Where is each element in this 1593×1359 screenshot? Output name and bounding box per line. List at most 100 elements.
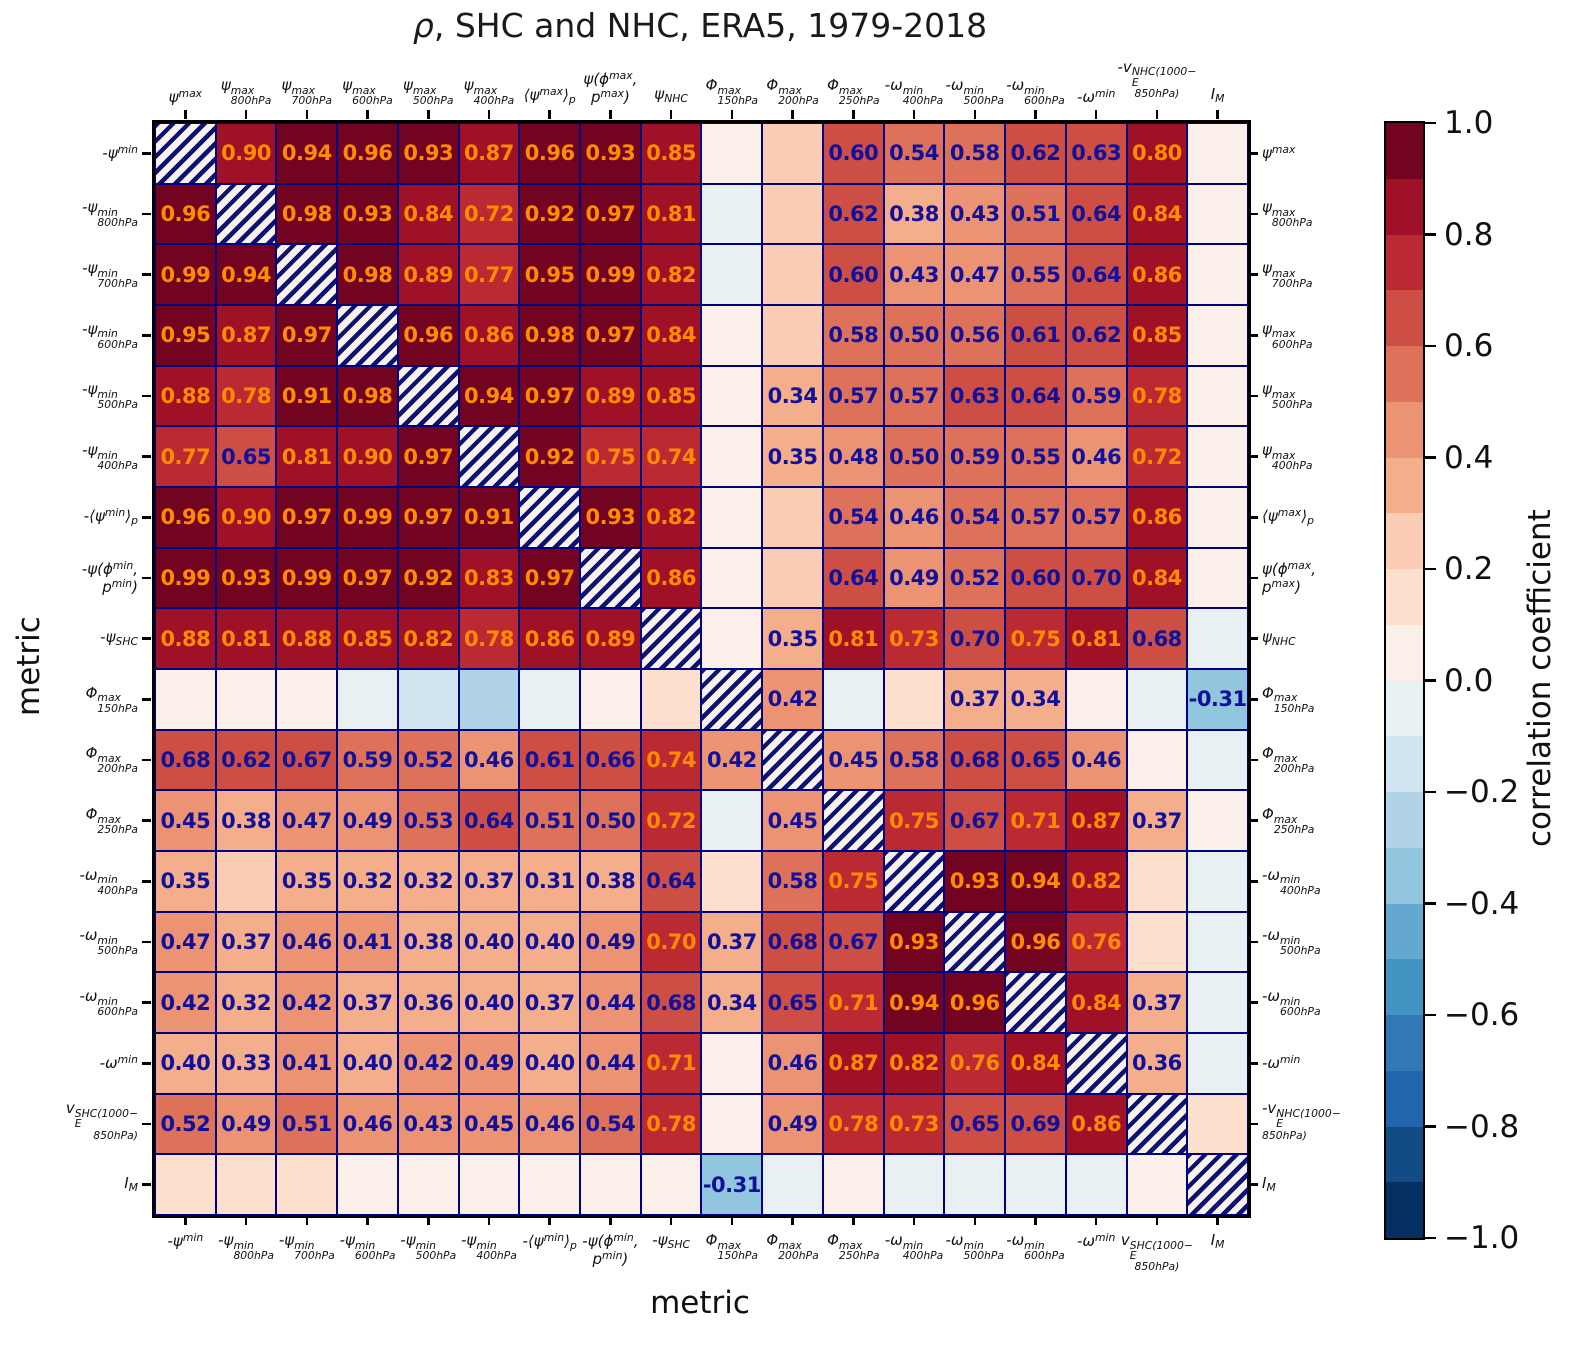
colorbar-band — [1386, 234, 1423, 291]
heatmap-cell: 0.75 — [822, 851, 884, 912]
heatmap-cell: 0.37 — [701, 911, 763, 973]
heatmap-cell-diagonal-hatched — [944, 911, 1006, 973]
heatmap-cell — [1187, 972, 1248, 1033]
axis-tick-mark — [791, 1216, 794, 1225]
heatmap-cell-diagonal-hatched — [397, 365, 459, 427]
axis-tick-mark — [1034, 1216, 1037, 1225]
heatmap-cell: 0.71 — [822, 972, 884, 1033]
heatmap-cell: 0.62 — [1005, 123, 1066, 184]
heatmap-cell: 0.33 — [215, 1033, 277, 1094]
heatmap-cell: 0.57 — [1005, 487, 1066, 548]
heatmap-cell: 0.70 — [944, 608, 1006, 669]
heatmap-cell: 0.42 — [762, 669, 823, 730]
axis-tick-mark — [427, 110, 430, 119]
heatmap-cell: 0.42 — [701, 729, 763, 791]
y-right-tick-label: ψ max 700hPa — [1262, 259, 1313, 291]
axis-tick-mark — [142, 1122, 151, 1126]
colorbar-band — [1386, 346, 1423, 402]
heatmap-cell: 0.53 — [397, 790, 459, 851]
heatmap-cell: 0.78 — [215, 365, 277, 427]
x-bottom-tick-label: v SHC(1000− E 850hPa) — [1120, 1231, 1193, 1274]
heatmap-cell — [1187, 244, 1248, 305]
axis-tick-mark — [669, 110, 673, 119]
axis-tick-mark — [1425, 344, 1436, 348]
heatmap-cell: 0.61 — [519, 729, 581, 791]
heatmap-cell — [1065, 1154, 1127, 1215]
axis-tick-mark — [1249, 334, 1258, 337]
heatmap-cell: 0.87 — [822, 1033, 884, 1094]
heatmap-cell: 0.88 — [276, 608, 338, 669]
heatmap-cell — [1187, 547, 1248, 609]
heatmap-cell: 0.96 — [944, 972, 1006, 1033]
title-text: , SHC and NHC, ERA5, 1979-2018 — [433, 6, 988, 45]
x-top-tick-label: -ω min 500hPa — [945, 75, 1005, 107]
heatmap-cell: 0.74 — [640, 729, 702, 791]
y-left-tick-label: IM — [124, 1173, 138, 1195]
axis-tick-mark — [1249, 880, 1258, 883]
heatmap-cell — [701, 851, 763, 912]
heatmap-cell: 0.46 — [762, 1033, 823, 1094]
heatmap-cell — [701, 123, 763, 184]
heatmap-cell — [1187, 426, 1248, 487]
axis-tick-mark — [142, 1001, 151, 1004]
heatmap-cell: 0.93 — [397, 123, 459, 184]
heatmap-cell: 0.71 — [1005, 790, 1066, 851]
heatmap-cell: 0.56 — [944, 305, 1006, 366]
x-bottom-tick-label: -ψ min 500hPa — [400, 1231, 457, 1263]
axis-tick-mark — [142, 334, 151, 337]
heatmap-cell: 0.47 — [276, 790, 338, 851]
heatmap-cell-diagonal-hatched — [1126, 1093, 1188, 1155]
axis-tick-mark — [1155, 110, 1159, 119]
heatmap-cell: 0.37 — [1126, 972, 1188, 1033]
heatmap-cell: 0.93 — [580, 123, 641, 184]
heatmap-cell: 0.86 — [1126, 487, 1188, 548]
heatmap-cell — [762, 487, 823, 548]
x-bottom-tick-label: -ψ min 600hPa — [339, 1231, 396, 1263]
heatmap-cell: 0.37 — [458, 851, 520, 912]
heatmap-cell: 0.68 — [1126, 608, 1188, 669]
heatmap-cell: 0.50 — [883, 426, 945, 487]
axis-tick-mark — [366, 1216, 369, 1225]
heatmap-cell: 0.42 — [397, 1033, 459, 1094]
heatmap-cell: 0.41 — [276, 1033, 338, 1094]
heatmap-cell-diagonal-hatched — [276, 244, 338, 305]
heatmap-cell: 0.86 — [458, 305, 520, 366]
heatmap-cell — [1187, 851, 1248, 912]
colorbar-band — [1386, 569, 1423, 625]
x-bottom-tick-label: -ψmin — [167, 1231, 204, 1250]
heatmap-cell: 0.38 — [397, 911, 459, 973]
heatmap-cell: 0.37 — [519, 972, 581, 1033]
axis-tick-mark — [609, 1216, 612, 1225]
axis-tick-mark — [1425, 121, 1436, 125]
heatmap-cell: 0.97 — [276, 305, 338, 366]
heatmap-cell: 0.60 — [822, 123, 884, 184]
y-left-tick-label: -ω min 500hPa — [79, 926, 138, 958]
axis-tick-mark — [1425, 1125, 1436, 1128]
heatmap-cell: 0.46 — [519, 1093, 581, 1155]
x-top-tick-label: ψ(ϕmax, pmax) — [583, 68, 638, 106]
heatmap-cell: 0.65 — [762, 972, 823, 1033]
heatmap-cell: 0.96 — [337, 123, 398, 184]
axis-tick-mark — [305, 1216, 309, 1225]
heatmap-cell: 0.78 — [1126, 365, 1188, 427]
heatmap-cell — [580, 1154, 641, 1215]
colorbar-title: correlation coefficient — [1522, 509, 1558, 848]
y-right-tick-label: -ω min 500hPa — [1262, 926, 1321, 958]
axis-tick-mark — [142, 758, 151, 762]
heatmap-cell — [397, 669, 459, 730]
heatmap-cell — [519, 669, 581, 730]
x-bottom-tick-label: -ω min 400hPa — [884, 1231, 944, 1263]
x-bottom-tick-label: -ω min 500hPa — [945, 1231, 1005, 1263]
colorbar-band — [1386, 290, 1423, 346]
heatmap-cell: 0.90 — [337, 426, 398, 487]
heatmap-cell — [1005, 1154, 1066, 1215]
heatmap-cell: 0.68 — [944, 729, 1006, 791]
heatmap-cell: 0.85 — [640, 365, 702, 427]
heatmap-cell: 0.77 — [155, 426, 216, 487]
heatmap-cell: 0.97 — [580, 183, 641, 245]
heatmap-cell — [822, 669, 884, 730]
heatmap-cell: 0.93 — [944, 851, 1006, 912]
heatmap-cell-diagonal-hatched — [519, 487, 581, 548]
y-right-tick-label: -ω min 600hPa — [1262, 987, 1321, 1019]
colorbar-band — [1386, 847, 1423, 904]
